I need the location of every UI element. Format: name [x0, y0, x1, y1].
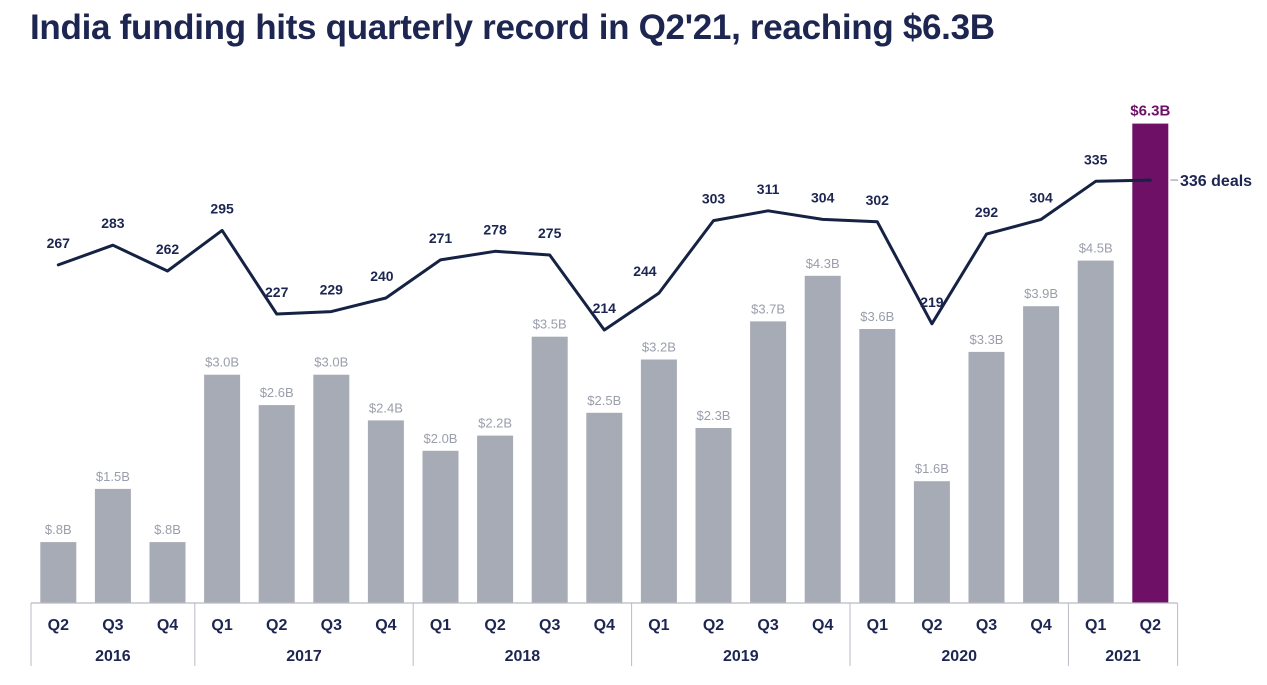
quarter-tick-label-4: Q2	[266, 617, 287, 634]
deal-count-label-3: 295	[210, 200, 234, 216]
year-label-2021: 2021	[1105, 648, 1141, 665]
bar-value-label-4: $2.6B	[260, 385, 294, 400]
bar-14	[804, 275, 841, 603]
deal-count-label-1: 283	[101, 215, 125, 231]
bar-value-label-3: $3.0B	[205, 355, 239, 370]
deal-count-label-7: 271	[429, 230, 453, 246]
bar-9	[531, 336, 568, 603]
bar-value-label-2: $.8B	[154, 522, 181, 537]
bar-12	[695, 428, 732, 603]
bar-2	[149, 542, 186, 603]
bar-value-label-18: $3.9B	[1024, 286, 1058, 301]
quarter-tick-label-19: Q1	[1085, 617, 1106, 634]
year-label-2018: 2018	[505, 648, 541, 665]
quarter-tick-label-0: Q2	[48, 617, 69, 634]
bar-value-label-16: $1.6B	[915, 461, 949, 476]
deal-count-label-8: 278	[483, 221, 507, 237]
bar-16	[913, 481, 950, 603]
quarter-tick-label-15: Q1	[867, 617, 888, 634]
deal-count-label-6: 240	[370, 268, 394, 284]
quarter-tick-label-10: Q4	[594, 617, 615, 634]
quarter-tick-label-16: Q2	[921, 617, 942, 634]
year-label-2019: 2019	[723, 648, 759, 665]
deal-count-line-series	[56, 178, 1152, 332]
bar-6	[367, 420, 404, 603]
quarter-tick-label-2: Q4	[157, 617, 178, 634]
bar-7	[422, 450, 459, 603]
quarter-tick-label-11: Q1	[648, 617, 669, 634]
deal-count-label-0: 267	[47, 235, 71, 251]
bar-value-label-6: $2.4B	[369, 400, 403, 415]
quarter-tick-label-13: Q3	[757, 617, 778, 634]
deal-count-label-15: 302	[866, 192, 890, 208]
bar-15	[859, 329, 896, 603]
deal-count-label-12: 303	[702, 191, 726, 207]
deal-count-label-19: 335	[1084, 151, 1108, 167]
bar-value-label-12: $2.3B	[697, 408, 731, 423]
quarter-tick-label-17: Q3	[976, 617, 997, 634]
year-label-2020: 2020	[941, 648, 977, 665]
deal-count-label-5: 229	[320, 282, 344, 298]
quarter-tick-label-14: Q4	[812, 617, 833, 634]
quarter-tick-label-9: Q3	[539, 617, 560, 634]
deal-count-label-10: 214	[593, 300, 617, 316]
bar-value-label-14: $4.3B	[806, 256, 840, 271]
deal-count-label-20: 336 deals	[1180, 173, 1252, 190]
deal-count-label-4: 227	[265, 284, 289, 300]
quarter-tick-label-20: Q2	[1140, 617, 1161, 634]
quarter-tick-label-5: Q3	[321, 617, 342, 634]
bar-0	[40, 542, 77, 603]
bar-19	[1077, 260, 1114, 603]
bar-11	[640, 359, 677, 603]
deal-count-line	[56, 178, 1152, 332]
bar-value-labels: $.8B $1.5B $.8B $3.0B $2.6B $3.0B $2.4B $2.0B $2…	[45, 103, 1171, 537]
deal-count-label-17: 292	[975, 204, 999, 220]
bar-value-label-17: $3.3B	[970, 332, 1004, 347]
bar-value-label-8: $2.2B	[478, 416, 512, 431]
bar-value-label-20: $6.3B	[1130, 103, 1170, 120]
quarter-tick-label-18: Q4	[1030, 617, 1051, 634]
deal-count-label-2: 262	[156, 241, 180, 257]
bar-17	[968, 351, 1005, 603]
deal-count-label-16: 219	[920, 294, 944, 310]
bar-value-label-7: $2.0B	[424, 431, 458, 446]
year-label-2016: 2016	[95, 648, 131, 665]
bar-8	[477, 435, 514, 603]
bar-value-label-1: $1.5B	[96, 469, 130, 484]
bar-value-label-5: $3.0B	[314, 355, 348, 370]
bar-1	[94, 488, 131, 603]
quarter-tick-label-3: Q1	[211, 617, 232, 634]
bar-value-label-0: $.8B	[45, 522, 72, 537]
quarter-tick-label-6: Q4	[375, 617, 396, 634]
x-axis: Q2 Q3 Q4 Q1 Q2 Q3 Q4 Q1 Q2 Q3 Q4 Q1 Q2 Q3 Q4 Q1 Q2 Q3 Q4 Q1…	[30, 602, 1179, 666]
deal-count-label-14: 304	[811, 189, 835, 205]
bar-5	[313, 374, 350, 603]
bar-4	[258, 405, 295, 603]
bar-value-label-15: $3.6B	[860, 309, 894, 324]
deal-count-label-9: 275	[538, 225, 562, 241]
bar-value-label-13: $3.7B	[751, 301, 785, 316]
bar-13	[750, 321, 787, 603]
quarter-tick-label-12: Q2	[703, 617, 724, 634]
bar-3	[204, 374, 241, 603]
deal-count-label-13: 311	[757, 181, 780, 197]
bar-20	[1132, 123, 1169, 603]
bar-10	[586, 412, 623, 604]
chart-title: India funding hits quarterly record in Q…	[30, 8, 995, 47]
quarter-tick-label-7: Q1	[430, 617, 451, 634]
deal-count-label-18: 304	[1029, 189, 1053, 205]
bar-value-label-11: $3.2B	[642, 340, 676, 355]
bar-value-label-9: $3.5B	[533, 317, 567, 332]
year-label-2017: 2017	[286, 648, 322, 665]
quarter-tick-label-8: Q2	[484, 617, 505, 634]
bar-value-label-19: $4.5B	[1079, 241, 1113, 256]
deal-count-labels: 267 283 262 295 227 229 240 271 278 275 214 244 303 3…	[47, 151, 1253, 316]
quarter-tick-label-1: Q3	[102, 617, 123, 634]
bar-value-label-10: $2.5B	[587, 393, 621, 408]
deal-count-label-11: 244	[633, 263, 657, 279]
bar-18	[1023, 306, 1060, 603]
bar-series	[40, 123, 1169, 604]
